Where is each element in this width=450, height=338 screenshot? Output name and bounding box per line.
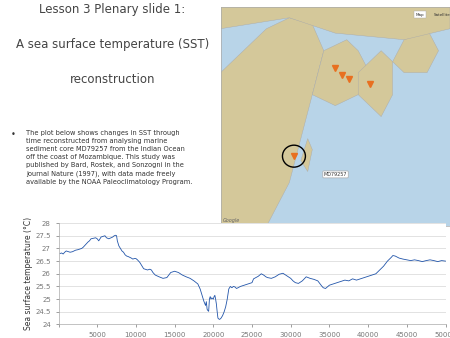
Text: reconstruction: reconstruction (70, 73, 155, 87)
Text: •: • (11, 130, 16, 140)
Polygon shape (301, 139, 312, 172)
Polygon shape (312, 40, 370, 105)
Polygon shape (220, 18, 324, 226)
Text: A sea surface temperature (SST): A sea surface temperature (SST) (16, 39, 209, 51)
Text: Lat/Lon (-22.1172, 36.1206): Lat/Lon (-22.1172, 36.1206) (297, 237, 374, 242)
Text: Map: Map (416, 13, 424, 17)
Text: Google: Google (223, 218, 240, 223)
Text: The plot below shows changes in SST through
time reconstructed from analysing ma: The plot below shows changes in SST thro… (26, 130, 193, 185)
Text: Satellite: Satellite (434, 13, 450, 17)
Polygon shape (220, 7, 450, 40)
Text: MD79257: MD79257 (324, 172, 347, 177)
Polygon shape (358, 51, 392, 117)
Polygon shape (392, 29, 438, 73)
Text: Lesson 3 Plenary slide 1:: Lesson 3 Plenary slide 1: (40, 3, 185, 16)
Y-axis label: Sea surface temperature (°C): Sea surface temperature (°C) (23, 217, 32, 330)
